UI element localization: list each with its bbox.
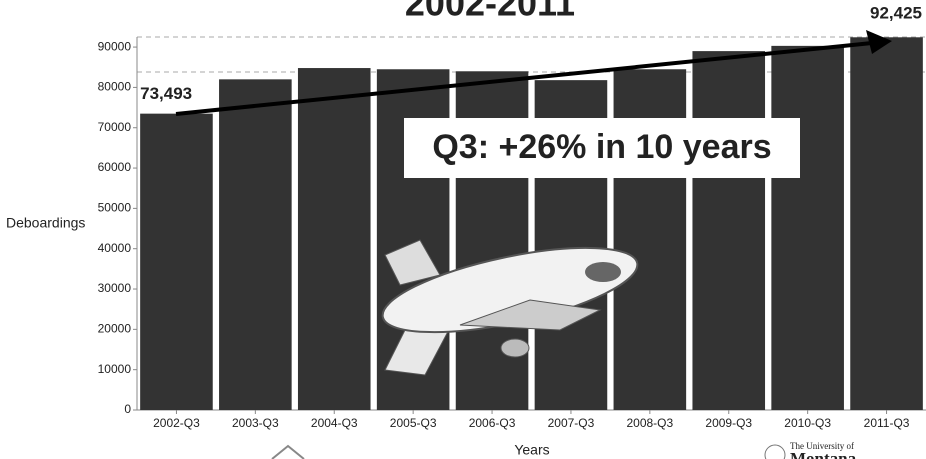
logo-icon: [271, 444, 305, 459]
y-tick-label: 60000: [98, 160, 132, 174]
x-tick-label: 2011-Q3: [864, 416, 910, 430]
x-tick-label: 2007-Q3: [548, 416, 595, 430]
bar: [771, 45, 844, 411]
y-tick-label: 10000: [98, 362, 132, 376]
x-tick-label: 2008-Q3: [626, 416, 673, 430]
y-axis-label: Deboardings: [6, 215, 85, 231]
plane-engine: [500, 338, 530, 358]
x-axis-label: Years: [514, 442, 549, 458]
x-tick-label: 2002-Q3: [153, 416, 200, 430]
logo-text: Montana: [790, 449, 857, 459]
x-tick-label: 2003-Q3: [232, 416, 279, 430]
bars: [140, 37, 923, 411]
plane-illustration: [381, 239, 639, 376]
plane-wing: [459, 299, 602, 331]
x-tick-label: 2005-Q3: [390, 416, 437, 430]
y-tick-label: 80000: [98, 80, 132, 94]
value-label: 73,493: [140, 84, 192, 103]
trend-arrow: [175, 41, 873, 116]
y-tick-label: 40000: [98, 241, 132, 255]
bar: [219, 79, 292, 410]
bar: [140, 113, 213, 410]
plane-cockpit: [585, 262, 621, 282]
annotation-box: [404, 118, 800, 178]
x-tick-label: 2010-Q3: [784, 416, 831, 430]
y-tick-label: 20000: [98, 322, 132, 336]
x-tick-label: 2004-Q3: [311, 416, 358, 430]
bar: [850, 37, 923, 411]
y-tick-label: 90000: [98, 39, 132, 53]
x-tick-label: 2006-Q3: [469, 416, 516, 430]
y-tick-label: 70000: [98, 120, 132, 134]
y-tick-label: 0: [124, 402, 131, 416]
y-tick-label: 50000: [98, 201, 132, 215]
x-tick-label: 2009-Q3: [705, 416, 752, 430]
arrow-head: [866, 30, 892, 54]
plane-tail: [384, 239, 441, 286]
bar: [692, 51, 766, 410]
logo-text: The University of: [790, 441, 854, 451]
annotation: Q3: +26% in 10 years: [432, 128, 771, 166]
chart-title: 2002-2011: [405, 0, 575, 24]
logo-icon: [764, 444, 786, 459]
y-tick-label: 30000: [98, 281, 132, 295]
bar: [297, 68, 371, 410]
value-label: 92,425: [870, 3, 922, 22]
